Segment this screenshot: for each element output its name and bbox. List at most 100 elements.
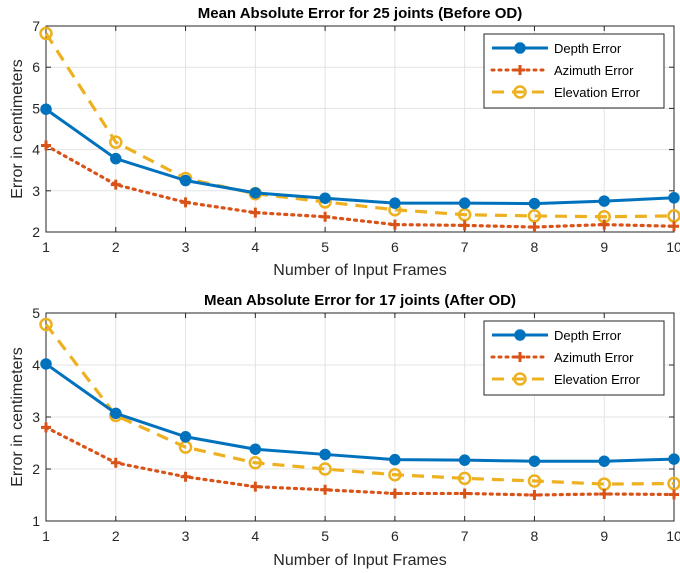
series-line [45,362,675,463]
data-point [529,222,540,233]
x-tick-label: 2 [112,239,120,255]
legend-marker [515,352,525,362]
series-line [44,425,676,497]
data-point [110,457,121,468]
chart-title: Mean Absolute Error for 17 joints (After… [204,292,516,309]
data-point [389,219,400,230]
data-point [599,219,610,230]
legend-marker [513,372,527,386]
data-point [457,471,472,486]
data-point [110,179,121,190]
x-tick-label: 4 [251,528,259,544]
data-point [249,187,262,199]
legend-entry: Azimuth Error [554,350,634,365]
legend: Depth Error Azimuth Error Elevation Error [483,320,665,396]
legend-entry: Depth Error [554,328,622,343]
legend-entry: Depth Error [554,41,622,56]
y-tick-label: 2 [32,224,40,240]
series-depth-error [40,358,680,467]
chart-title: Mean Absolute Error for 25 joints (Befor… [198,5,523,22]
x-tick-label: 5 [321,239,329,255]
legend-marker [515,65,525,75]
data-point [458,197,471,209]
data-point [388,467,402,482]
data-point [110,152,122,165]
y-tick-label: 4 [32,357,40,373]
x-tick-label: 9 [600,239,608,255]
legend-entry: Azimuth Error [554,63,634,78]
data-point [41,422,51,433]
chart-2: 1 2 3 4 5 6 7 8 9 10 1 2 3 4 5 Mean Absolute Error for … [9,292,680,569]
data-point [459,220,470,231]
series-line [45,108,675,206]
data-point [39,26,53,41]
series-depth-error [40,103,680,210]
data-point [669,221,679,232]
x-tick-label: 4 [251,239,259,255]
series-line [44,323,675,486]
legend-marker [513,85,527,99]
data-point [598,455,610,467]
data-point [320,211,331,222]
data-point [457,207,472,222]
series-azimuth-error [41,422,679,500]
legend-entry: Elevation Error [554,85,641,100]
data-point [110,407,122,420]
data-point [528,455,541,467]
y-tick-label: 4 [32,142,40,158]
y-axis-label: Error in centimeters [9,59,26,199]
data-point [669,489,679,500]
data-point [180,197,191,208]
legend-marker [514,329,526,341]
x-tick-label: 8 [531,239,539,255]
data-point [41,140,51,151]
series-elevation-error [39,317,680,491]
data-point [668,192,680,204]
legend: Depth Error Azimuth Error Elevation Error [483,33,665,109]
data-point [40,358,52,370]
y-tick-label: 7 [32,18,40,34]
data-point [599,488,610,499]
data-point [180,471,191,482]
y-tick-label: 6 [32,59,40,75]
data-point [250,481,261,492]
x-tick-label: 3 [182,528,190,544]
series-line [44,143,676,229]
y-tick-label: 3 [32,183,40,199]
data-point [319,448,331,461]
legend-entry: Elevation Error [554,372,641,387]
data-point [179,431,192,443]
data-point [320,484,331,495]
data-point [39,317,53,332]
x-tick-label: 7 [461,239,469,255]
data-point [529,490,540,500]
x-tick-label: 10 [666,528,680,544]
data-point [250,207,261,218]
data-point [319,192,331,204]
legend-marker [514,42,526,54]
data-point [249,443,262,455]
y-tick-label: 3 [32,409,40,425]
data-point [459,488,470,499]
data-point [389,453,401,466]
data-point [528,197,541,210]
data-point [598,195,610,207]
x-tick-label: 7 [461,528,469,544]
data-point [668,453,680,465]
x-axis-label: Number of Input Frames [273,552,446,569]
data-point [179,174,192,187]
x-axis-label: Number of Input Frames [273,262,446,279]
data-point [527,474,542,488]
y-tick-label: 5 [32,100,40,116]
x-tick-label: 1 [42,528,50,544]
y-tick-label: 5 [32,305,40,321]
data-point [40,103,52,115]
data-point [389,197,401,209]
x-tick-label: 5 [321,528,329,544]
series-azimuth-error [41,140,679,233]
x-tick-label: 2 [112,528,120,544]
data-point [318,462,332,476]
data-point [109,135,123,149]
x-tick-label: 3 [182,239,190,255]
